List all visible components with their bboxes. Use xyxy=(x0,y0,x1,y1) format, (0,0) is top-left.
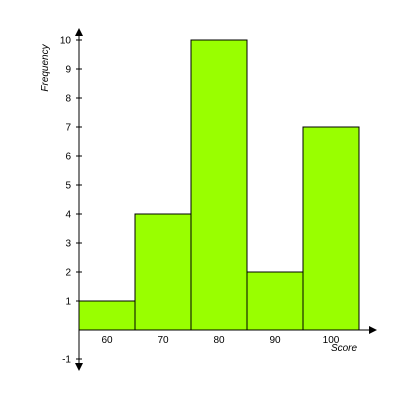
y-tick-label-2: 2 xyxy=(65,268,71,279)
y-tick-label-8: 8 xyxy=(65,94,71,105)
y-tick-label--1: -1 xyxy=(62,355,71,366)
x-tick-label-70: 70 xyxy=(157,335,169,346)
x-axis-arrow-icon xyxy=(369,326,377,334)
bars-layer xyxy=(78,39,360,331)
y-tick-label-7: 7 xyxy=(65,123,71,134)
bar-70 xyxy=(134,213,192,331)
bar-90 xyxy=(246,271,304,331)
y-tick-label-10: 10 xyxy=(60,36,72,47)
bar-100 xyxy=(302,126,360,331)
bar-80 xyxy=(190,39,248,331)
y-tick-label-5: 5 xyxy=(65,181,71,192)
x-tick-label-80: 80 xyxy=(213,335,225,346)
axes-layer xyxy=(75,28,377,371)
y-tick-label-6: 6 xyxy=(65,152,71,163)
y-tick-label-9: 9 xyxy=(65,65,71,76)
y-axis-title: Frequency xyxy=(40,43,51,91)
labels-layer: -1 1 2 3 4 5 6 7 8 9 10 60 70 80 90 100 xyxy=(60,36,340,366)
bar-60 xyxy=(78,300,136,331)
y-tick-label-4: 4 xyxy=(65,210,71,221)
x-axis-title: Score xyxy=(331,343,358,354)
x-tick-label-100: 100 xyxy=(323,335,340,346)
y-axis-arrow-up-icon xyxy=(75,28,83,36)
y-axis-arrow-down-icon xyxy=(75,363,83,371)
y-tick-label-3: 3 xyxy=(65,239,71,250)
x-tick-label-90: 90 xyxy=(269,335,281,346)
x-tick-label-60: 60 xyxy=(101,335,113,346)
y-tick-label-1: 1 xyxy=(65,297,71,308)
